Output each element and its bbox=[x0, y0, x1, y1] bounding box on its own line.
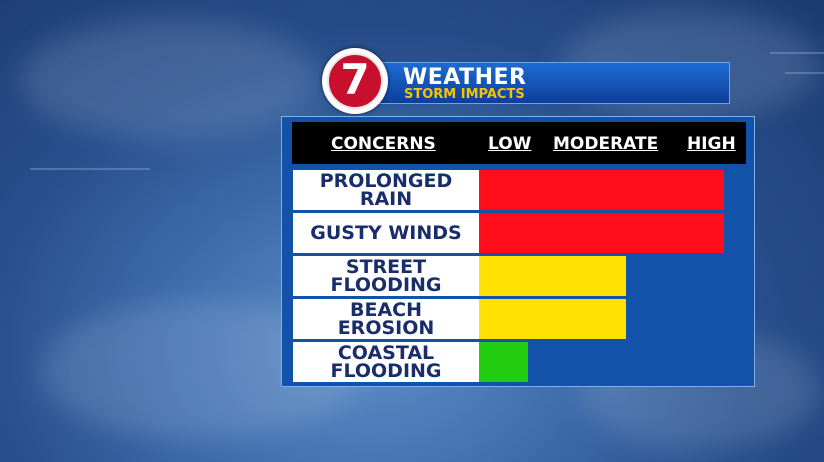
impact-bar bbox=[479, 170, 724, 210]
column-label-high: HIGH bbox=[687, 134, 736, 154]
logo-number: 7 bbox=[340, 55, 370, 104]
row-label-text: COASTAL FLOODING bbox=[330, 342, 442, 382]
row-label-line: BEACH bbox=[349, 299, 422, 321]
background-decoration bbox=[30, 168, 150, 170]
row-label-text: BEACH EROSION bbox=[337, 299, 435, 339]
row-label: PROLONGED RAIN bbox=[293, 170, 479, 210]
row-label-text: STREET FLOODING bbox=[330, 256, 442, 296]
logo-outer-ring: 7 bbox=[322, 48, 388, 114]
impact-bar bbox=[479, 299, 626, 339]
row-label-line: GUSTY WINDS bbox=[310, 222, 462, 244]
header-title: WEATHER bbox=[403, 65, 527, 90]
column-label-concerns: CONCERNS bbox=[331, 134, 436, 154]
row-label: BEACH EROSION bbox=[293, 299, 479, 339]
row-label-line: FLOODING bbox=[330, 360, 442, 382]
row-label-line: RAIN bbox=[359, 188, 413, 210]
row-label-line: PROLONGED bbox=[319, 170, 453, 192]
row-label-line: COASTAL bbox=[337, 342, 435, 364]
background-cloud bbox=[20, 20, 320, 140]
row-label-line: STREET bbox=[345, 256, 427, 278]
column-label-low: LOW bbox=[488, 134, 532, 154]
impact-bar bbox=[479, 213, 724, 253]
impact-bar bbox=[479, 342, 528, 382]
row-label-text: PROLONGED RAIN bbox=[319, 170, 453, 210]
row-label: GUSTY WINDS bbox=[293, 213, 479, 253]
background-decoration bbox=[770, 52, 824, 54]
impact-bar bbox=[479, 256, 626, 296]
logo-red-circle: 7 bbox=[327, 53, 383, 109]
row-label: STREET FLOODING bbox=[293, 256, 479, 296]
header-subtitle: STORM IMPACTS bbox=[404, 87, 525, 102]
station-logo: 7 bbox=[322, 48, 388, 114]
row-label-text: GUSTY WINDS bbox=[310, 222, 462, 244]
row-label-line: EROSION bbox=[337, 317, 435, 339]
storm-impacts-chart: CONCERNS LOW MODERATE HIGH PROLONGED RAIN… bbox=[281, 116, 755, 387]
header-bar: WEATHER STORM IMPACTS bbox=[372, 62, 730, 104]
row-label: COASTAL FLOODING bbox=[293, 342, 479, 382]
column-label-moderate: MODERATE bbox=[553, 134, 659, 154]
background-decoration bbox=[785, 72, 824, 74]
row-label-line: FLOODING bbox=[330, 274, 442, 296]
column-header-bar: CONCERNS LOW MODERATE HIGH bbox=[292, 122, 746, 164]
